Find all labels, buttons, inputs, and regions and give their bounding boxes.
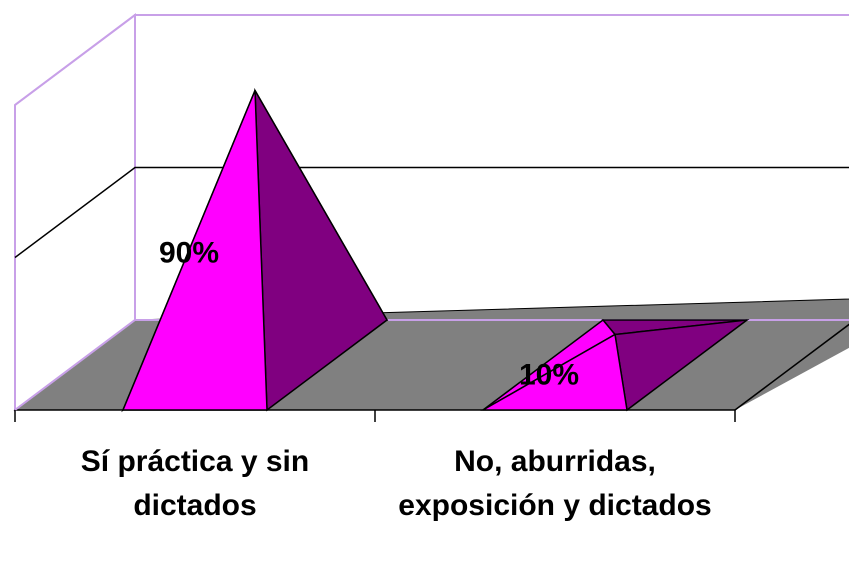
x-tick-label: Sí práctica y sin dictados <box>80 445 310 522</box>
pyramid-front <box>480 333 628 411</box>
grid-line <box>14 14 849 106</box>
pyramid-front <box>121 90 268 411</box>
data-label: 10% <box>519 359 579 392</box>
pyramid <box>121 87 389 413</box>
grid-line <box>14 166 849 259</box>
pyramid <box>480 318 750 412</box>
data-label: 90% <box>159 237 219 270</box>
floor-edge <box>734 323 849 411</box>
x-tick-label: No, aburridas, exposición y dictados <box>398 445 712 522</box>
